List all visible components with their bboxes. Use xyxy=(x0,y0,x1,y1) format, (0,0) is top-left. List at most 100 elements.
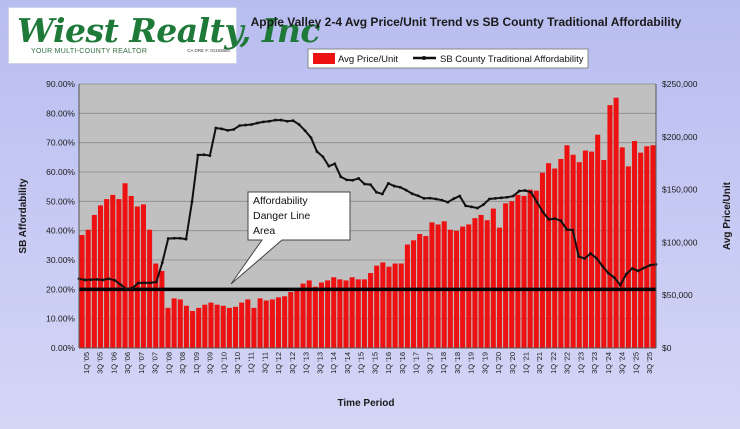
logo-license: CA DRE #: 01183680 xyxy=(187,48,230,53)
price-bar xyxy=(613,97,619,348)
price-bar xyxy=(589,151,595,348)
affordability-point xyxy=(523,189,527,192)
x-tick-label: 1Q '06 xyxy=(109,352,118,374)
x-tick-label: 3Q '06 xyxy=(123,352,132,374)
price-bar xyxy=(509,201,515,348)
affordability-point xyxy=(131,286,134,290)
affordability-point xyxy=(125,287,128,291)
x-tick-label: 3Q '10 xyxy=(233,352,242,374)
price-bar xyxy=(644,146,650,348)
price-bar xyxy=(564,145,570,348)
x-axis-title: Time Period xyxy=(337,398,394,409)
y-tick-label: 90.00% xyxy=(46,79,75,89)
affordability-point xyxy=(505,195,509,199)
x-tick-label: 1Q '21 xyxy=(521,352,530,374)
affordability-point xyxy=(101,278,105,282)
affordability-point xyxy=(416,194,420,198)
affordability-point xyxy=(238,124,242,128)
price-bar xyxy=(104,199,110,348)
x-tick-label: 1Q '08 xyxy=(164,352,173,374)
affordability-point xyxy=(113,278,117,282)
affordability-point xyxy=(499,196,503,200)
price-bar xyxy=(275,297,282,348)
price-bar xyxy=(349,277,355,348)
price-bar xyxy=(79,235,85,348)
y2-tick-label: $0 xyxy=(662,343,672,353)
x-tick-label: 3Q '13 xyxy=(315,352,324,374)
affordability-point xyxy=(303,129,307,133)
price-bar xyxy=(533,190,539,348)
affordability-point xyxy=(83,278,87,282)
y2-axis-title: Avg Price/Unit xyxy=(722,181,733,250)
x-tick-label: 3Q '24 xyxy=(618,352,627,374)
price-bar xyxy=(325,280,331,348)
price-bar xyxy=(515,194,521,348)
legend-swatch-marker xyxy=(422,56,426,60)
y-axis-right: $0 $50,000 $100,000 $150,000 $200,000 $250,00… xyxy=(662,79,698,353)
price-bar xyxy=(263,300,269,348)
logo-name: Wiest Realty, Inc xyxy=(17,11,320,50)
affordability-point xyxy=(607,271,610,275)
chart-title: Apple Valley 2-4 Avg Price/Unit Trend vs… xyxy=(251,15,682,29)
affordability-point xyxy=(267,119,271,123)
affordability-point xyxy=(648,263,652,267)
price-bar xyxy=(466,224,472,348)
y-tick-label: 80.00% xyxy=(46,108,75,118)
affordability-point xyxy=(440,198,444,202)
price-bar xyxy=(128,195,134,348)
affordability-point xyxy=(375,190,378,194)
price-bar xyxy=(478,214,484,348)
affordability-point xyxy=(571,228,575,232)
price-bar xyxy=(226,307,232,348)
affordability-point xyxy=(202,153,206,157)
affordability-point xyxy=(256,121,259,125)
affordability-point xyxy=(624,272,628,276)
x-tick-label: 1Q '19 xyxy=(467,352,476,374)
price-bar xyxy=(539,172,545,348)
affordability-point xyxy=(357,177,360,180)
price-bar xyxy=(233,306,239,348)
legend-label-line: SB County Traditional Affordability xyxy=(440,54,584,65)
price-bar xyxy=(521,195,527,348)
legend-label-bars: Avg Price/Unit xyxy=(338,54,398,65)
affordability-point xyxy=(279,118,283,122)
affordability-point xyxy=(273,118,277,122)
affordability-point xyxy=(404,188,408,192)
affordability-point xyxy=(321,155,325,159)
affordability-point xyxy=(428,196,432,200)
affordability-point xyxy=(511,194,515,198)
affordability-point xyxy=(595,256,598,260)
y2-tick-label: $50,000 xyxy=(662,290,693,300)
affordability-point xyxy=(166,237,170,240)
x-tick-label: 3Q '15 xyxy=(370,352,379,374)
price-bar xyxy=(570,154,576,348)
x-tick-label: 1Q '09 xyxy=(192,352,201,374)
price-bar xyxy=(294,288,300,348)
price-bar xyxy=(638,152,644,348)
affordability-point xyxy=(345,178,349,182)
y-tick-label: 30.00% xyxy=(46,255,75,265)
price-bar xyxy=(300,283,306,348)
price-bar xyxy=(196,307,202,348)
affordability-point xyxy=(476,206,479,210)
legend: Avg Price/Unit SB County Traditional Aff… xyxy=(307,48,589,69)
affordability-point xyxy=(583,257,587,260)
x-axis: 1Q '05 3Q '05 1Q '06 3Q '06 1Q '07 3Q '07 1Q '… xyxy=(78,84,657,374)
affordability-point xyxy=(220,127,224,131)
price-bar xyxy=(650,145,656,348)
affordability-point xyxy=(172,236,176,240)
affordability-point xyxy=(339,175,343,179)
affordability-point xyxy=(553,217,557,221)
callout-line: Danger Line xyxy=(253,210,310,222)
price-bar xyxy=(331,277,337,348)
price-bar xyxy=(343,280,349,348)
y-tick-label: 0.00% xyxy=(51,343,76,353)
affordability-point xyxy=(541,210,545,214)
x-tick-label: 3Q '19 xyxy=(480,352,489,374)
affordability-point xyxy=(214,126,218,130)
affordability-point xyxy=(178,236,182,240)
affordability-point xyxy=(601,264,604,268)
price-bar xyxy=(558,158,564,348)
x-tick-label: 3Q '12 xyxy=(288,352,297,374)
affordability-point xyxy=(137,281,140,285)
